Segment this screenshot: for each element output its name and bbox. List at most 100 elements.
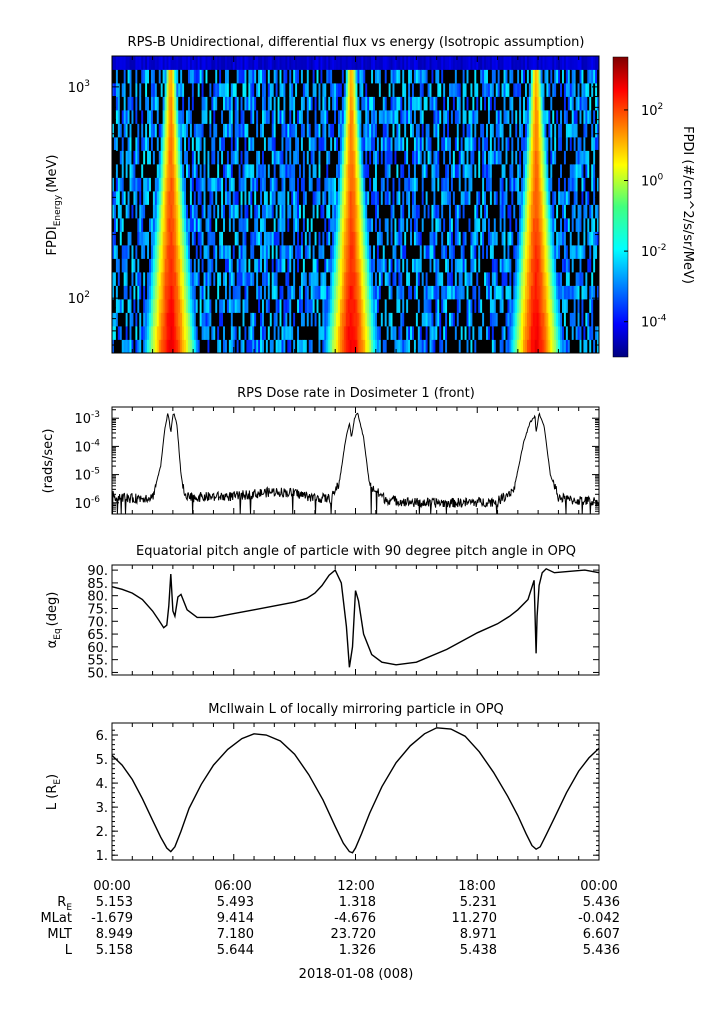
heatmap-cell: [135, 110, 138, 124]
heatmap-cell: [530, 123, 534, 138]
heatmap-cell: [398, 339, 401, 354]
heatmap-cell: [164, 245, 167, 259]
heatmap-cell: [246, 218, 249, 232]
heatmap-cell: [458, 339, 462, 354]
heatmap-cell: [450, 96, 454, 111]
heatmap-cell: [505, 164, 508, 178]
heatmap-cell: [411, 285, 415, 300]
heatmap-cell: [363, 326, 366, 340]
heatmap-cell: [186, 96, 189, 111]
heatmap-cell: [221, 285, 224, 300]
heatmap-cell: [519, 69, 522, 84]
heatmap-cell: [166, 69, 169, 84]
heatmap-cell: [534, 272, 538, 286]
heatmap-cell: [238, 285, 241, 300]
heatmap-cell: [489, 96, 493, 111]
heatmap-cell: [129, 231, 132, 246]
heatmap-cell: [230, 56, 234, 70]
heatmap-cell: [394, 258, 397, 273]
heatmap-cell: [433, 177, 436, 192]
heatmap-cell: [291, 299, 294, 313]
heatmap-cell: [322, 231, 325, 246]
heatmap-cell: [349, 123, 353, 138]
heatmap-cell: [394, 69, 397, 84]
heatmap-cell: [454, 123, 458, 138]
heatmap-cell: [378, 285, 382, 300]
heatmap-cell: [283, 123, 286, 138]
heatmap-cell: [363, 177, 366, 192]
heatmap-cell: [425, 56, 428, 70]
heatmap-cell: [226, 177, 230, 192]
heatmap-cell: [312, 299, 315, 313]
heatmap-cell: [133, 164, 136, 178]
heatmap-cell: [466, 272, 469, 286]
heatmap-cell: [269, 204, 273, 219]
heatmap-cell: [250, 272, 253, 286]
heatmap-cell: [336, 299, 339, 313]
heatmap-cell: [365, 231, 368, 246]
heatmap-cell: [271, 272, 275, 286]
heatmap-cell: [262, 339, 265, 354]
heatmap-cell: [186, 191, 189, 205]
heatmap-cell: [187, 326, 191, 340]
heatmap-cell: [396, 177, 399, 192]
heatmap-cell: [293, 299, 296, 313]
heatmap-cell: [262, 191, 265, 205]
heatmap-cell: [480, 177, 483, 192]
heatmap-cell: [458, 56, 462, 70]
heatmap-cell: [419, 164, 423, 178]
heatmap-cell: [361, 110, 364, 124]
heatmap-cell: [186, 164, 189, 178]
heatmap-cell: [417, 272, 421, 286]
heatmap-cell: [158, 191, 162, 205]
heatmap-cell: [158, 218, 162, 232]
heatmap-cell: [435, 231, 438, 246]
heatmap-cell: [515, 312, 518, 327]
heatmap-cell: [127, 69, 130, 84]
heatmap-cell: [178, 272, 181, 286]
heatmap-cell: [115, 177, 119, 192]
heatmap-cell: [546, 339, 549, 354]
heatmap-cell: [404, 299, 407, 313]
heatmap-cell: [519, 339, 522, 354]
heatmap-cell: [203, 164, 206, 178]
heatmap-cell: [312, 258, 315, 273]
heatmap-cell: [328, 258, 331, 273]
heatmap-cell: [433, 123, 436, 138]
heatmap-cell: [176, 326, 179, 340]
heatmap-cell: [135, 272, 138, 286]
heatmap-cell: [499, 231, 502, 246]
heatmap-cell: [162, 218, 165, 232]
heatmap-cell: [320, 191, 323, 205]
heatmap-cell: [318, 218, 321, 232]
heatmap-cell: [211, 272, 214, 286]
heatmap-cell: [334, 110, 337, 124]
heatmap-cell: [260, 56, 263, 70]
heatmap-cell: [129, 96, 132, 111]
heatmap-cell: [223, 258, 226, 273]
heatmap-cell: [184, 164, 187, 178]
heatmap-cell: [369, 245, 372, 259]
heatmap-cell: [125, 177, 128, 192]
heatmap-cell: [139, 218, 142, 232]
heatmap-cell: [221, 272, 224, 286]
heatmap-cell: [164, 83, 167, 97]
heatmap-cell: [474, 245, 477, 259]
heatmap-cell: [484, 177, 487, 192]
heatmap-cell: [213, 204, 216, 219]
heatmap-cell: [221, 191, 224, 205]
heatmap-cell: [427, 312, 430, 327]
heatmap-cell: [232, 56, 236, 70]
heatmap-cell: [242, 177, 245, 192]
heatmap-cell: [193, 123, 197, 138]
heatmap-cell: [456, 123, 460, 138]
heatmap-cell: [267, 258, 271, 273]
heatmap-cell: [462, 204, 465, 219]
heatmap-cell: [441, 123, 444, 138]
heatmap-cell: [248, 312, 251, 327]
heatmap-cell: [320, 96, 323, 111]
heatmap-cell: [236, 245, 240, 259]
heatmap-cell: [147, 326, 150, 340]
heatmap-cell: [209, 191, 212, 205]
heatmap-cell: [291, 69, 294, 84]
